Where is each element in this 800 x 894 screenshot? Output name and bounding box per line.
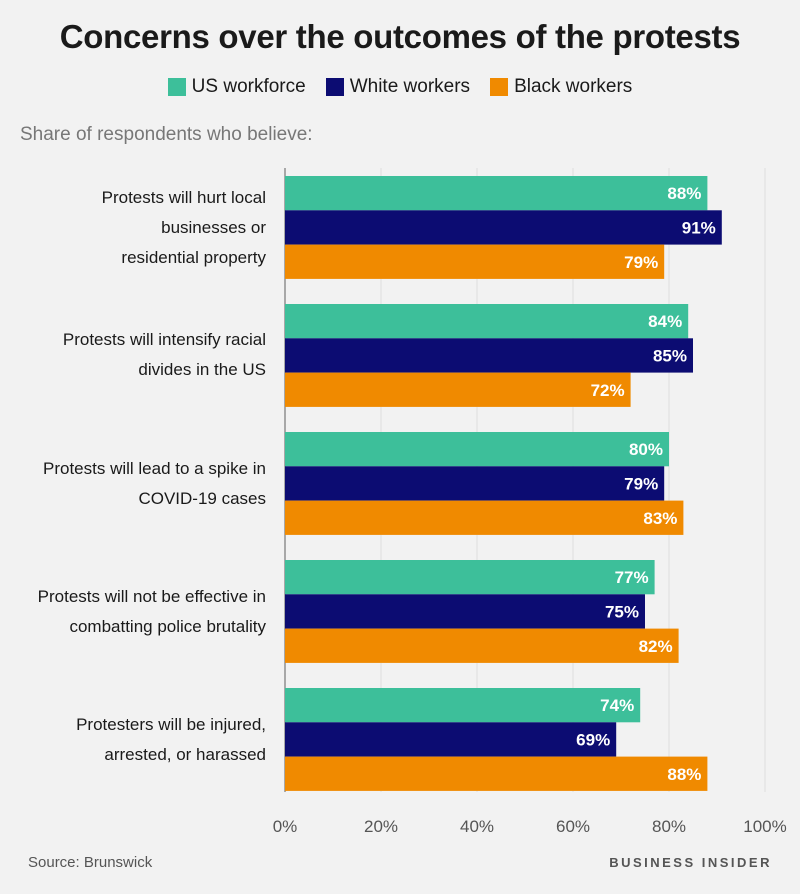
- legend-swatch-us-workforce: [167, 78, 186, 96]
- bar-white-workers: [285, 466, 665, 501]
- bar-black-workers: [285, 500, 684, 535]
- bar-value-label: 91%: [682, 218, 716, 237]
- legend-item-us-workforce: US workforce: [167, 76, 306, 98]
- bar-black-workers: [285, 628, 679, 663]
- bar-value-label: 88%: [667, 765, 701, 784]
- bar-us-workforce: [285, 688, 641, 723]
- bar-black-workers: [285, 244, 665, 279]
- bar-value-label: 77%: [615, 568, 649, 587]
- chart-subtitle: Share of respondents who believe:: [20, 124, 313, 145]
- x-tick-label: 100%: [743, 817, 786, 836]
- legend-item-black-workers: Black workers: [490, 76, 632, 98]
- category-label-police-brutality: Protests will not be effective in combat…: [37, 587, 266, 636]
- x-tick-label: 40%: [460, 817, 494, 836]
- legend-label-us-workforce: US workforce: [191, 76, 306, 97]
- x-tick-label: 0%: [273, 817, 298, 836]
- legend: US workforce White workers Black workers: [0, 76, 800, 98]
- x-tick-label: 20%: [364, 817, 398, 836]
- category-label-covid-spike: Protests will lead to a spike in COVID-1…: [43, 459, 266, 508]
- bar-white-workers: [285, 210, 722, 245]
- bar-white-workers: [285, 722, 617, 757]
- bar-value-label: 74%: [600, 696, 634, 715]
- x-tick-label: 80%: [652, 817, 686, 836]
- bar-value-label: 84%: [648, 312, 682, 331]
- bar-value-label: 79%: [624, 474, 658, 493]
- bar-value-label: 83%: [643, 509, 677, 528]
- x-tick-label: 60%: [556, 817, 590, 836]
- bar-value-label: 82%: [639, 637, 673, 656]
- bar-value-label: 79%: [624, 253, 658, 272]
- bar-value-label: 72%: [591, 381, 625, 400]
- source-note: Source: Brunswick: [28, 854, 153, 871]
- bar-value-label: 69%: [576, 730, 610, 749]
- bar-us-workforce: [285, 432, 669, 467]
- bar-white-workers: [285, 338, 693, 373]
- brand-logo: BUSINESS INSIDER: [609, 855, 772, 870]
- chart-title: Concerns over the outcomes of the protes…: [59, 18, 741, 55]
- bar-us-workforce: [285, 560, 655, 595]
- category-label-hurt-businesses: Protests will hurt local businesses or r…: [101, 188, 266, 267]
- bar-us-workforce: [285, 304, 689, 339]
- bar-us-workforce: [285, 176, 708, 211]
- bar-value-label: 88%: [667, 184, 701, 203]
- bar-black-workers: [285, 756, 708, 791]
- legend-swatch-black-workers: [490, 78, 509, 96]
- bar-black-workers: [285, 372, 631, 407]
- legend-item-white-workers: White workers: [325, 76, 471, 98]
- category-label-protesters-injured: Protesters will be injured, arrested, or…: [76, 715, 266, 764]
- bar-white-workers: [285, 594, 645, 629]
- legend-swatch-white-workers: [325, 78, 344, 96]
- legend-label-black-workers: Black workers: [514, 76, 633, 97]
- bar-value-label: 75%: [605, 602, 639, 621]
- bar-value-label: 80%: [629, 440, 663, 459]
- category-label-racial-divides: Protests will intensify racial divides i…: [62, 330, 266, 379]
- legend-label-white-workers: White workers: [349, 76, 471, 97]
- bar-value-label: 85%: [653, 346, 687, 365]
